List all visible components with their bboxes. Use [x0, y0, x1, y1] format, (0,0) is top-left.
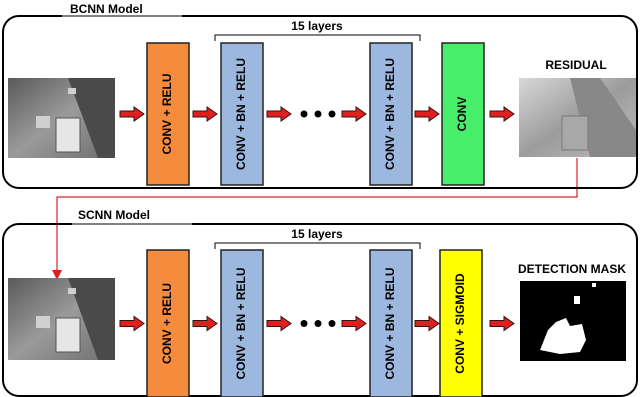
car	[68, 88, 76, 94]
ellipsis-dot	[300, 320, 308, 327]
arrow	[119, 315, 145, 332]
layer-block	[439, 249, 483, 397]
layer-label: CONV + BN + RELU	[383, 267, 397, 379]
panel	[2, 223, 638, 397]
mask-blob	[540, 318, 586, 354]
layer-block	[369, 249, 413, 397]
ellipsis-dot	[328, 110, 336, 118]
panel-title: BCNN Model	[70, 2, 143, 16]
panel	[2, 15, 638, 189]
truck	[55, 317, 81, 353]
bracket-label: 15 layers	[291, 19, 343, 33]
layer-block	[146, 42, 190, 186]
car	[36, 116, 50, 128]
road-edge	[68, 278, 115, 360]
mask-blob	[574, 296, 580, 304]
arrow	[414, 315, 440, 332]
layer-label: CONV + BN + RELU	[234, 267, 248, 379]
arrow	[341, 315, 367, 332]
road-edge	[68, 78, 115, 158]
layer-block	[369, 42, 413, 186]
layer-label: CONV + RELU	[160, 73, 174, 154]
layer-block	[441, 42, 485, 186]
ellipsis-dot	[314, 320, 322, 327]
mask-blob	[592, 283, 596, 287]
feedback-line	[56, 158, 578, 272]
feedback-arrowhead	[52, 270, 62, 280]
car	[68, 288, 76, 294]
ellipsis-dot	[314, 110, 322, 118]
layer-label: CONV + BN + RELU	[234, 58, 248, 170]
car	[36, 316, 50, 328]
bracket-label: 15 layers	[291, 227, 343, 241]
arrow	[266, 106, 292, 122]
arrow	[414, 106, 440, 122]
layer-label: CONV + SIGMOID	[453, 273, 467, 374]
arrow	[266, 315, 292, 332]
layer-label: CONV + BN + RELU	[383, 58, 397, 170]
arrow	[341, 106, 367, 122]
arrow	[192, 315, 218, 332]
layer-block	[146, 249, 190, 397]
arrow	[192, 106, 218, 122]
arrow	[489, 106, 515, 122]
truck	[55, 117, 81, 153]
layer-block	[220, 249, 264, 397]
output-label: DETECTION MASK	[518, 262, 626, 276]
output-label: RESIDUAL	[545, 58, 606, 72]
ellipsis-dot	[328, 320, 336, 327]
residual-truck	[561, 115, 589, 151]
ellipsis-dot	[300, 110, 308, 118]
panel-title: SCNN Model	[78, 208, 150, 222]
layer-block	[220, 42, 264, 186]
bracket	[214, 34, 421, 41]
bracket	[214, 242, 421, 249]
layer-label: CONV + RELU	[160, 283, 174, 364]
layer-label: CONV	[455, 97, 469, 132]
arrow	[489, 315, 515, 332]
arrow	[119, 106, 145, 122]
